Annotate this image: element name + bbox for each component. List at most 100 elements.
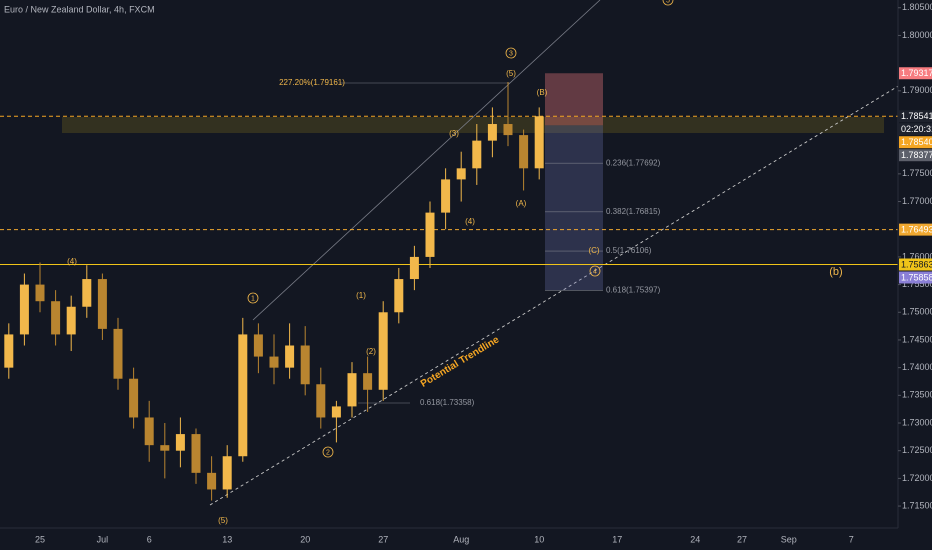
x-tick-label: 7 xyxy=(849,534,854,544)
price-tag xyxy=(899,223,932,236)
candle-body xyxy=(503,124,513,136)
candle-body xyxy=(222,456,232,490)
x-tick-label: Aug xyxy=(453,534,469,544)
candle-body xyxy=(269,356,279,368)
annotation: (5) xyxy=(218,516,228,525)
target-zone xyxy=(545,125,603,291)
x-tick-label: 17 xyxy=(612,534,622,544)
wave-label: 2 xyxy=(326,449,330,456)
annotation: (2) xyxy=(366,347,376,356)
x-tick-label: Jul xyxy=(97,534,109,544)
annotation: (B) xyxy=(537,88,548,97)
candle-body xyxy=(207,472,217,490)
fib-label: 0.236(1.77692) xyxy=(606,158,661,167)
candle-body xyxy=(363,373,373,390)
y-tick-label: 1.79000 xyxy=(902,85,932,95)
candle-body xyxy=(300,345,310,385)
y-tick-label: 1.74500 xyxy=(902,334,932,344)
wave-marker: 1 2 3 4 5 xyxy=(247,0,674,458)
y-tick-label: 1.73000 xyxy=(902,417,932,427)
candle-body xyxy=(534,116,544,169)
y-tick-label: 1.75000 xyxy=(902,307,932,317)
candle-body xyxy=(519,135,529,169)
y-tick-label: 1.73500 xyxy=(902,390,932,400)
y-tick-label: 1.71500 xyxy=(902,500,932,510)
candle-body xyxy=(253,334,263,357)
candle-body xyxy=(51,301,61,335)
price-tag xyxy=(899,271,932,284)
price-tag-label: 1.75863 xyxy=(901,259,932,269)
y-tick-label: 1.75500 xyxy=(902,279,932,289)
y-tick-label: 1.80000 xyxy=(902,30,932,40)
x-tick-label: 25 xyxy=(35,534,45,544)
fib-label: 0.5(1.76106) xyxy=(606,246,652,255)
candle-body xyxy=(316,384,326,418)
annotation: (C) xyxy=(588,246,599,255)
candle-body xyxy=(129,378,139,418)
candle-body xyxy=(82,279,92,307)
price-tag-label: 1.78377 xyxy=(901,150,932,160)
price-tag-label: 1.78541 xyxy=(901,111,932,121)
x-tick-label: 27 xyxy=(737,534,747,544)
candle-body xyxy=(378,312,388,390)
overlay: 0.236(1.77692) 0.382(1.76815) 0.5(1.76106)… xyxy=(0,73,898,294)
annotation: (3) xyxy=(449,129,459,138)
wave-label: 4 xyxy=(593,268,597,275)
candle-body xyxy=(113,328,123,379)
annotation: 0.618(1.73358) xyxy=(420,398,475,407)
price-tag xyxy=(899,258,932,271)
price-tag xyxy=(899,110,932,123)
y-tick-label: 1.72500 xyxy=(902,445,932,455)
annotation: (A) xyxy=(516,199,527,208)
candle-body xyxy=(66,306,76,335)
wave-label: 1 xyxy=(251,295,255,302)
candle-body xyxy=(175,434,185,451)
annotation: (4) xyxy=(465,217,475,226)
candle-body xyxy=(35,284,45,302)
chart-title: Euro / New Zealand Dollar, 4h, FXCM xyxy=(4,4,155,14)
fib-label: 0.618(1.75397) xyxy=(606,285,661,294)
y-tick-label: 1.74000 xyxy=(902,362,932,372)
candle-body xyxy=(191,434,201,473)
price-tag xyxy=(899,136,932,149)
price-tag-label: 1.75858 xyxy=(901,272,932,282)
y-tick-label: 1.80500 xyxy=(902,2,932,12)
candle-body xyxy=(487,124,497,141)
candle-body xyxy=(331,406,341,418)
price-tag-label: 1.78540 xyxy=(901,137,932,147)
candle-body xyxy=(160,445,170,451)
candle-body xyxy=(425,212,435,257)
upper-channel xyxy=(252,0,601,321)
y-tick-label: 1.77000 xyxy=(902,196,932,206)
x-tick-label: 20 xyxy=(300,534,310,544)
price-tag-label: 1.79317 xyxy=(901,68,932,78)
candle-body xyxy=(409,256,419,280)
candle-body xyxy=(238,334,248,457)
candle-body xyxy=(441,179,451,213)
price-tag xyxy=(899,67,932,80)
price-tag-label: 02:20:31 xyxy=(901,124,932,134)
price-tag xyxy=(899,149,932,162)
candle-body xyxy=(285,345,295,368)
candle-body xyxy=(97,279,107,329)
trendline xyxy=(209,84,901,506)
candle-body xyxy=(394,279,404,313)
annotation: (5) xyxy=(506,69,516,78)
annotation: 227.20%(1.79161) xyxy=(279,78,345,87)
fib-label: 0.382(1.76815) xyxy=(606,207,661,216)
y-tick-label: 1.77500 xyxy=(902,168,932,178)
annotation: (4) xyxy=(67,257,77,266)
annotation: (1) xyxy=(356,291,366,300)
zone xyxy=(62,117,884,133)
y-tick-label: 1.72000 xyxy=(902,473,932,483)
x-tick-label: 10 xyxy=(534,534,544,544)
price-tag-label: 1.76493 xyxy=(901,224,932,234)
wave-label: 5 xyxy=(666,0,670,4)
candle-body xyxy=(347,373,357,407)
axes: 1.80500 1.80000 1.79000 1.77500 1.77000 1.760… xyxy=(35,2,932,544)
candles xyxy=(4,81,544,501)
wave-label: 3 xyxy=(509,50,513,57)
y-tick-label: 1.76000 xyxy=(902,251,932,261)
candle-body xyxy=(472,140,482,169)
